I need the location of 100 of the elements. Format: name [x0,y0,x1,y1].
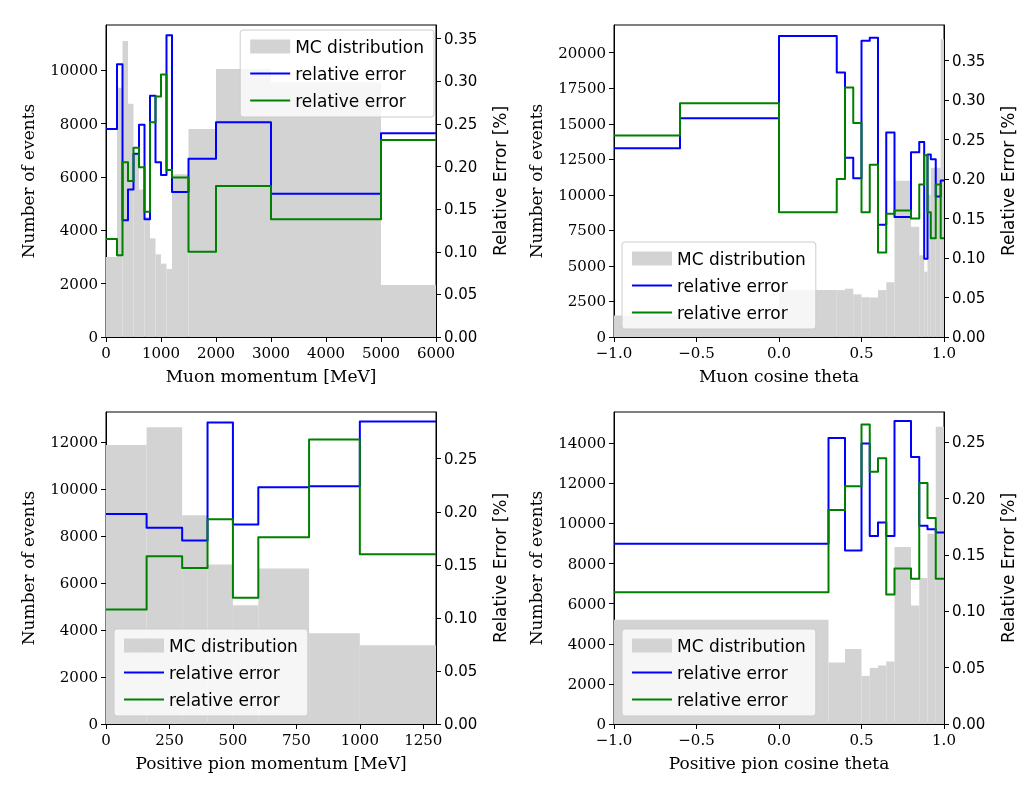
y-tick-label: 10000 [50,61,98,80]
y-axis-title: Number of events [17,103,38,259]
x-tick-label: −0.5 [678,730,715,749]
x-tick-label: 1.0 [932,343,956,362]
x-tick-label: 1000 [141,343,181,362]
y-tick-label: 12000 [558,474,606,493]
x-tick-label: 0.5 [849,730,874,749]
y2-tick-label: 0.20 [444,502,478,521]
x-axis-title: Muon momentum [MeV] [165,365,377,386]
y2-tick-label: 0.20 [952,489,986,508]
y-tick-label: 4000 [59,621,98,640]
y-tick-label: 2000 [567,674,606,693]
y2-tick-label: 0.15 [444,200,478,219]
x-axis-title: Muon cosine theta [698,365,860,386]
y2-tick-label: 0.00 [444,328,478,346]
x-tick-label: 500 [218,730,248,749]
y-tick-label: 0 [88,715,98,733]
y2-tick-label: 0.25 [444,449,478,468]
legend-label: relative error [677,275,788,296]
x-tick-label: 0.0 [767,730,791,749]
y-tick-label: 2500 [567,292,606,311]
y-tick-label: 12500 [558,150,606,169]
y2-tick-label: 0.30 [952,91,986,110]
legend-label: relative error [677,662,788,683]
y-tick-label: 14000 [558,434,606,453]
y-tick-label: 12000 [50,433,98,452]
y-tick-label: 0 [596,715,606,733]
y2-tick-label: 0.35 [952,51,986,70]
y-tick-label: 2000 [59,274,98,293]
x-axis-title: Positive pion momentum [MeV] [135,752,407,773]
y-axis-title: Number of events [17,490,38,646]
y-tick-label: 6000 [59,168,98,186]
y-tick-label: 17500 [558,79,606,98]
y2-tick-label: 0.30 [444,72,478,91]
y2-tick-label: 0.00 [952,715,986,733]
x-tick-label: 1.0 [932,730,956,749]
y-tick-label: 5000 [567,256,606,275]
y2-axis-title: Relative Error [%] [997,105,1018,257]
y2-axis-title: Relative Error [%] [997,492,1018,644]
y2-tick-label: 0.00 [444,715,478,733]
y2-tick-label: 0.10 [444,608,478,627]
x-tick-label: 1000 [340,730,379,749]
y2-tick-label: 0.10 [952,249,986,268]
x-tick-label: 6000 [416,343,456,362]
legend-label: relative error [677,689,788,710]
y-tick-label: 8000 [567,554,606,573]
y2-tick-label: 0.15 [444,555,478,574]
x-tick-label: 750 [282,730,311,749]
legend-label: MC distribution [677,248,806,269]
legend-label: relative error [169,689,280,710]
y2-tick-label: 0.15 [952,209,986,228]
y-tick-label: 20000 [558,43,606,62]
x-tick-label: 0.0 [767,343,791,362]
legend-label: MC distribution [677,635,806,656]
x-tick-label: 2000 [196,343,236,362]
y2-tick-label: 0.25 [444,114,478,133]
y2-tick-label: 0.35 [444,29,478,48]
y-axis-title: Number of events [525,103,546,259]
x-tick-label: −1.0 [595,343,633,362]
y2-tick-label: 0.00 [952,328,986,346]
y2-tick-label: 0.25 [952,433,986,452]
x-tick-label: 0 [101,730,111,749]
y2-tick-label: 0.05 [444,661,478,680]
legend-label: MC distribution [295,36,425,57]
y2-tick-label: 0.25 [952,130,986,149]
y-tick-label: 8000 [59,527,98,546]
y2-tick-label: 0.05 [444,285,478,304]
x-tick-label: −1.0 [595,730,633,749]
x-tick-label: 0 [101,343,111,362]
legend-label: relative error [295,63,406,84]
y-tick-label: 7500 [567,221,606,240]
y-tick-label: 4000 [567,634,606,653]
legend-label: relative error [169,662,280,683]
y2-tick-label: 0.20 [444,157,478,176]
y2-tick-label: 0.15 [952,546,986,565]
y-tick-label: 6000 [567,594,606,613]
y2-tick-label: 0.20 [952,170,986,189]
y-tick-label: 4000 [59,221,98,240]
y2-tick-label: 0.05 [952,658,986,677]
y2-tick-label: 0.05 [952,288,986,307]
y-tick-label: 10000 [50,480,98,499]
x-axis-title: Positive pion cosine theta [668,752,890,773]
x-tick-label: −0.5 [678,343,715,362]
y2-tick-label: 0.10 [952,602,986,621]
y-tick-label: 15000 [558,114,606,133]
legend-label: relative error [295,90,406,111]
y-tick-label: 0 [88,328,98,346]
y-tick-label: 8000 [59,114,98,133]
y2-axis-title: Relative Error [%] [489,105,510,257]
legend-label: MC distribution [169,635,298,656]
y-tick-label: 2000 [59,668,98,687]
x-tick-label: 3000 [251,343,291,362]
y-tick-label: 10000 [558,514,606,533]
y-tick-label: 6000 [59,574,98,593]
y-axis-title: Number of events [525,490,546,646]
y2-tick-label: 0.10 [444,242,478,261]
y-tick-label: 10000 [558,185,606,204]
y-tick-label: 0 [596,328,606,346]
legend-label: relative error [677,302,788,323]
x-tick-label: 250 [155,730,184,749]
